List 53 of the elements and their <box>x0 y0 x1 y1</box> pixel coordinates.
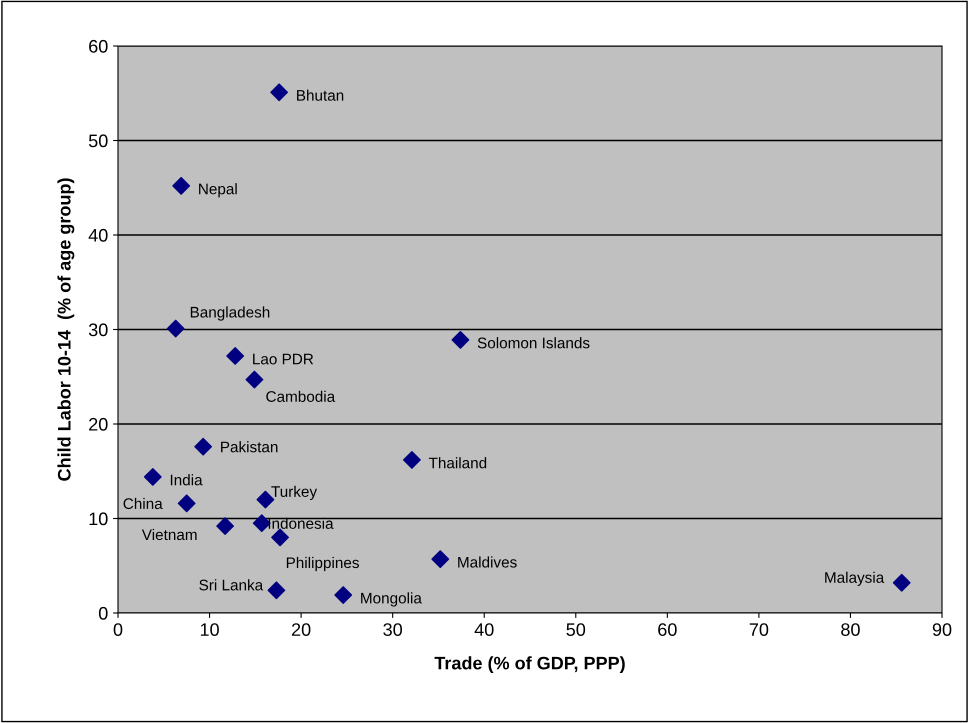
x-tick-label: 80 <box>841 623 860 636</box>
point <box>246 370 264 388</box>
x-tick-label: 90 <box>932 623 952 636</box>
x-axis-title: Trade (% of GDP, PPP) <box>434 656 625 674</box>
x-tick-label: 60 <box>658 623 677 636</box>
y-tick-label: 0 <box>98 606 108 620</box>
point <box>144 468 162 486</box>
annotation: India <box>170 474 203 486</box>
point <box>402 451 421 469</box>
annotation: Lao PDR <box>253 354 314 364</box>
x-tick-label: 30 <box>383 623 402 636</box>
annotation: Thailand <box>428 457 486 468</box>
point <box>431 550 450 568</box>
annotation: Vietnam <box>142 528 197 540</box>
y-tick-label: 60 <box>89 40 108 53</box>
point <box>216 517 234 535</box>
annotation: Indonesia <box>268 518 334 529</box>
annotation: China <box>124 498 163 510</box>
annotation: Bhutan <box>297 90 344 101</box>
annotation: Turkey <box>271 486 318 500</box>
x-tick-label: 20 <box>292 623 310 636</box>
x-tick-label: 0 <box>114 623 122 636</box>
point <box>194 438 212 456</box>
x-tick-label: 40 <box>474 623 494 636</box>
point <box>267 581 286 600</box>
x-tick-label: 10 <box>200 623 219 636</box>
annotation: Philippines <box>286 556 359 572</box>
point <box>166 320 185 338</box>
annotation: Malaysia <box>825 572 884 586</box>
x-tick-label: 50 <box>566 623 586 636</box>
point <box>271 528 289 546</box>
point <box>334 586 352 604</box>
y-tick-label: 10 <box>90 512 108 526</box>
point <box>892 574 911 592</box>
annotation: Cambodia <box>266 390 336 402</box>
annotation: Nepal <box>199 183 237 198</box>
point <box>226 347 244 365</box>
y-tick-label: 40 <box>88 228 108 242</box>
annotation: Bangladesh <box>190 306 270 321</box>
point <box>452 330 470 349</box>
point <box>270 83 288 102</box>
annotation: Maldives <box>458 556 517 568</box>
y-tick-label: 20 <box>89 418 108 431</box>
point <box>172 176 190 195</box>
annotation: Sri Lanka <box>199 579 264 590</box>
y-tick-label: 50 <box>88 134 108 148</box>
y-axis-title: Child Labor 10-14 (% of age group) <box>57 178 74 481</box>
y-tick-label: 30 <box>88 323 108 336</box>
annotation: Mongolia <box>361 592 422 607</box>
annotation: Solomon Islands <box>478 337 590 348</box>
point <box>178 494 196 512</box>
x-tick-label: 70 <box>750 623 768 636</box>
annotation: Pakistan <box>221 441 278 452</box>
